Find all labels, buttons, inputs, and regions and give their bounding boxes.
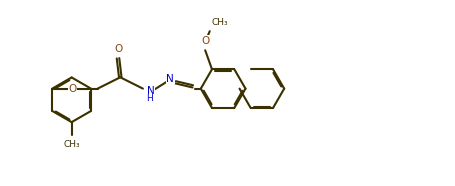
Text: CH₃: CH₃ [63, 140, 80, 149]
Text: O: O [68, 84, 76, 94]
Text: O: O [114, 44, 122, 54]
Text: CH₃: CH₃ [212, 18, 228, 27]
Text: O: O [201, 36, 209, 46]
Text: H: H [146, 94, 153, 103]
Text: N: N [166, 74, 174, 84]
Text: N: N [146, 86, 154, 96]
